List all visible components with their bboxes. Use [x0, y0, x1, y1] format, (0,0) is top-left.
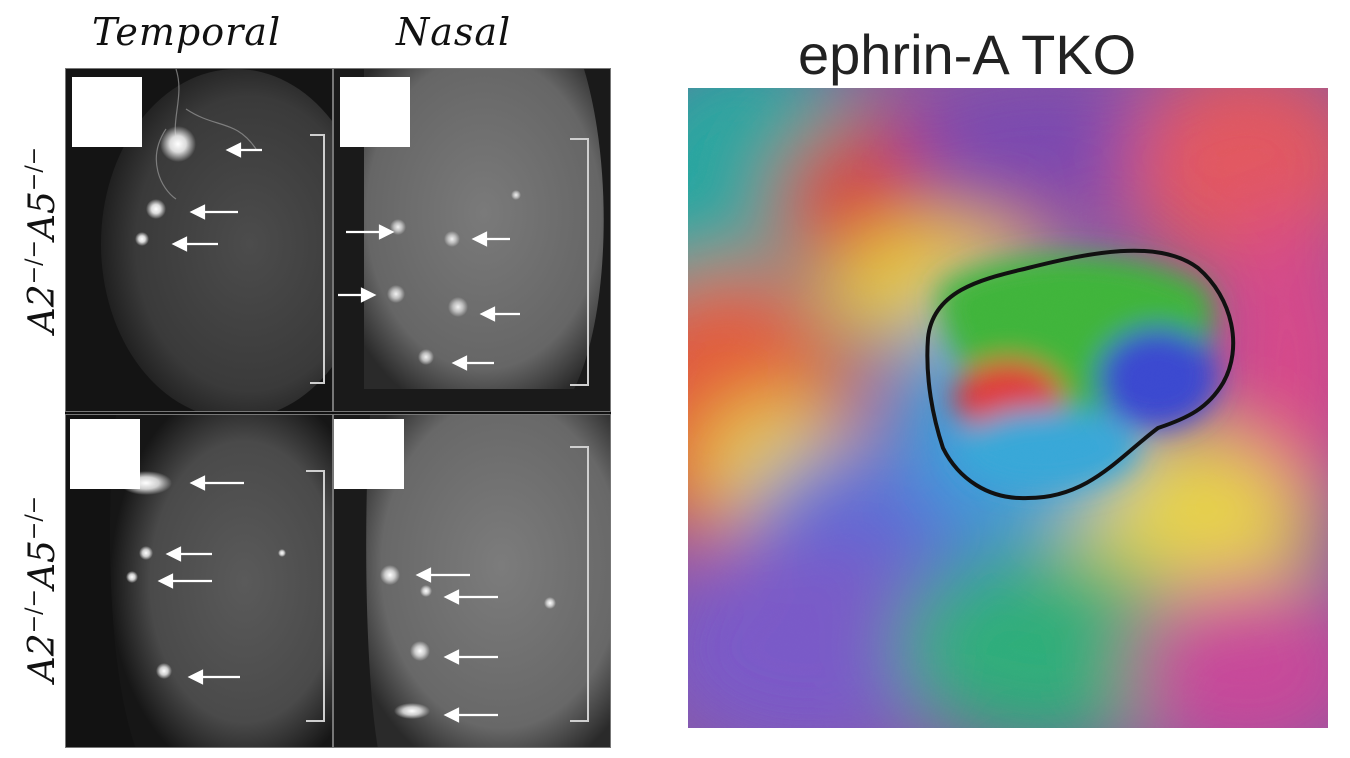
- micrograph-nasal-row2: [333, 414, 611, 748]
- arrow-icons: [338, 224, 520, 371]
- row-label-genotype-a2: −/−: [22, 240, 47, 285]
- row-label-gene-a5: A5: [22, 540, 63, 589]
- arrow-icons: [157, 475, 244, 685]
- micrograph-image: [66, 69, 332, 411]
- row-label-1: A2−/−A5−/−: [10, 75, 63, 405]
- micrograph-image: [66, 415, 332, 747]
- micrograph-image: [334, 69, 610, 411]
- phase-map: [688, 88, 1328, 728]
- arrow-icons: [415, 567, 498, 723]
- row-label-genotype-a5: −/−: [22, 146, 47, 192]
- micrograph-image: [334, 415, 610, 747]
- column-header-nasal: Nasal: [396, 10, 512, 54]
- micrograph-nasal-row1: [333, 68, 611, 412]
- row-label-genotype-a5: −/−: [22, 495, 47, 541]
- micrograph-grid: [65, 68, 611, 748]
- row-label-genotype-a2: −/−: [22, 589, 47, 634]
- panel-inset-box: [70, 419, 140, 489]
- micrograph-temporal-row1: [65, 68, 333, 412]
- row-label-2: A2−/−A5−/−: [10, 424, 63, 754]
- panel-inset-box: [340, 77, 410, 147]
- panel-inset-box: [72, 77, 142, 147]
- row-label-gene-a2: A2: [22, 284, 63, 334]
- map-title: ephrin-A TKO: [798, 23, 1137, 86]
- micrograph-temporal-row2: [65, 414, 333, 748]
- region-outline: [925, 248, 1236, 501]
- arrow-icons: [171, 142, 262, 252]
- panel-inset-box: [334, 419, 404, 489]
- row-label-gene-a2: A2: [22, 633, 63, 683]
- row-label-gene-a5: A5: [22, 191, 63, 240]
- column-header-temporal: Temporal: [92, 10, 282, 54]
- phase-map-image: [688, 88, 1328, 728]
